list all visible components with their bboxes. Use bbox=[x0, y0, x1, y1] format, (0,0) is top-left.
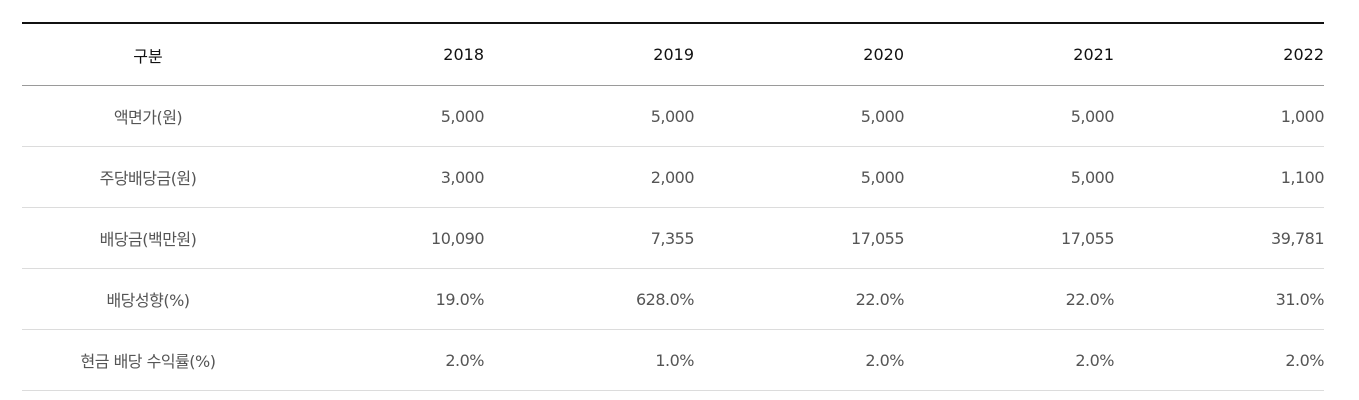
header-row: 구분 2018 2019 2020 2021 2022 bbox=[22, 23, 1324, 86]
header-year: 2021 bbox=[904, 23, 1114, 86]
table-body: 액면가(원) 5,000 5,000 5,000 5,000 1,000 주당배… bbox=[22, 85, 1325, 391]
table-row: 현금 배당 수익률(%) 2.0% 1.0% 2.0% 2.0% 2.0% bbox=[22, 329, 1325, 391]
header-category: 구분 bbox=[22, 23, 274, 86]
table-cell: 2,000 bbox=[484, 146, 695, 208]
table-cell: 5,000 bbox=[694, 146, 905, 208]
row-label: 배당성향(%) bbox=[22, 268, 274, 330]
row-label: 현금 배당 수익률(%) bbox=[22, 329, 274, 391]
table-cell: 31.0% bbox=[1114, 268, 1325, 330]
table-row: 배당금(백만원) 10,090 7,355 17,055 17,055 39,7… bbox=[22, 207, 1325, 269]
table-cell: 5,000 bbox=[274, 85, 485, 147]
table-cell: 5,000 bbox=[904, 85, 1115, 147]
table-cell: 2.0% bbox=[1114, 329, 1325, 391]
table-cell: 22.0% bbox=[694, 268, 905, 330]
header-year: 2020 bbox=[694, 23, 904, 86]
table-cell: 39,781 bbox=[1114, 207, 1325, 269]
header-year: 2018 bbox=[274, 23, 484, 86]
row-label: 액면가(원) bbox=[22, 85, 274, 147]
row-label: 주당배당금(원) bbox=[22, 146, 274, 208]
dividend-table-container: 구분 2018 2019 2020 2021 2022 액면가(원) 5,000… bbox=[22, 22, 1325, 391]
table-cell: 628.0% bbox=[484, 268, 695, 330]
table-cell: 7,355 bbox=[484, 207, 695, 269]
table-row: 액면가(원) 5,000 5,000 5,000 5,000 1,000 bbox=[22, 85, 1325, 147]
dividend-table: 구분 2018 2019 2020 2021 2022 액면가(원) 5,000… bbox=[22, 22, 1325, 391]
table-cell: 1,000 bbox=[1114, 85, 1325, 147]
table-cell: 1,100 bbox=[1114, 146, 1325, 208]
table-header: 구분 2018 2019 2020 2021 2022 bbox=[22, 23, 1324, 86]
table-cell: 5,000 bbox=[484, 85, 695, 147]
header-year: 2022 bbox=[1114, 23, 1324, 86]
table-cell: 3,000 bbox=[274, 146, 485, 208]
table-cell: 19.0% bbox=[274, 268, 485, 330]
table-cell: 2.0% bbox=[274, 329, 485, 391]
table-cell: 5,000 bbox=[904, 146, 1115, 208]
table-row: 배당성향(%) 19.0% 628.0% 22.0% 22.0% 31.0% bbox=[22, 268, 1325, 330]
table-cell: 5,000 bbox=[694, 85, 905, 147]
table-cell: 17,055 bbox=[694, 207, 905, 269]
table-cell: 22.0% bbox=[904, 268, 1115, 330]
table-row: 주당배당금(원) 3,000 2,000 5,000 5,000 1,100 bbox=[22, 146, 1325, 208]
table-cell: 2.0% bbox=[694, 329, 905, 391]
header-year: 2019 bbox=[484, 23, 694, 86]
row-label: 배당금(백만원) bbox=[22, 207, 274, 269]
table-cell: 10,090 bbox=[274, 207, 485, 269]
table-cell: 2.0% bbox=[904, 329, 1115, 391]
table-cell: 1.0% bbox=[484, 329, 695, 391]
table-cell: 17,055 bbox=[904, 207, 1115, 269]
